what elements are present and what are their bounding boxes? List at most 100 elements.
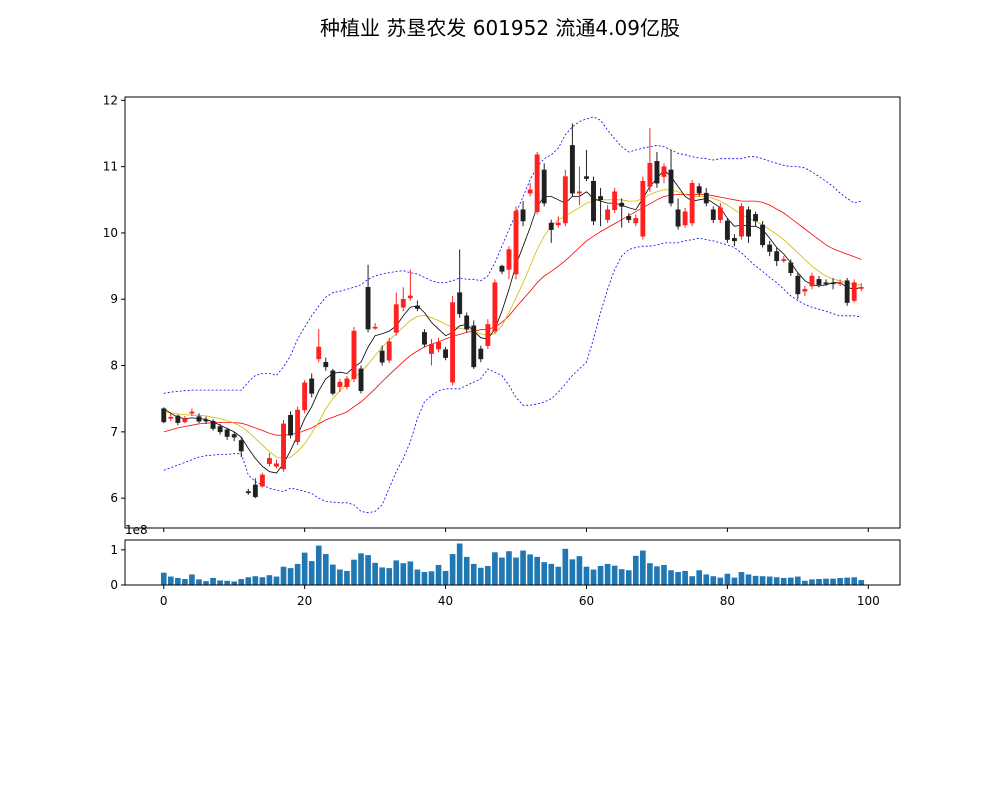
candle-body <box>577 192 581 193</box>
volume-bar <box>570 559 576 585</box>
candle-body <box>169 417 173 418</box>
candle <box>253 478 257 498</box>
candle-body <box>176 416 180 423</box>
candle-body <box>218 427 222 432</box>
volume-bar <box>640 551 646 585</box>
volume-bar <box>774 577 780 585</box>
candle-body <box>683 212 687 225</box>
candle-body <box>211 421 215 428</box>
candle-body <box>190 412 194 413</box>
candle <box>162 407 166 423</box>
candle <box>366 265 370 333</box>
candle <box>528 183 532 196</box>
candle-body <box>239 440 243 451</box>
candle <box>535 152 539 214</box>
price-panel-frame <box>125 97 900 528</box>
candle <box>260 473 264 488</box>
candle <box>683 208 687 228</box>
candle <box>612 188 616 213</box>
volume-bar <box>344 571 350 585</box>
candle-body <box>753 214 757 221</box>
volume-bar <box>161 573 167 585</box>
candle <box>732 234 736 246</box>
volume-bar <box>295 564 301 585</box>
volume-bar <box>351 560 357 585</box>
volume-bar <box>668 570 674 585</box>
candle-body <box>690 183 694 223</box>
candle-body <box>507 250 511 270</box>
volume-bar <box>168 577 174 585</box>
volume-bar <box>591 570 597 585</box>
candle-body <box>253 485 257 497</box>
volume-panel: 01 0 20 40 60 80 100 1e8 <box>110 523 900 608</box>
candle <box>514 206 518 279</box>
candle <box>690 180 694 226</box>
candle <box>718 203 722 223</box>
volume-bar <box>661 565 667 585</box>
candle-body <box>204 420 208 421</box>
volume-bar <box>260 577 266 585</box>
candle-body <box>422 332 426 344</box>
volume-bar <box>753 576 759 585</box>
candle-body <box>436 342 440 349</box>
candle <box>225 428 229 440</box>
candle-body <box>450 303 454 383</box>
candle <box>493 279 497 333</box>
candle <box>408 269 412 300</box>
volume-bar <box>689 576 695 585</box>
candle <box>486 319 490 349</box>
candle-body <box>281 424 285 469</box>
volume-bar <box>682 571 688 585</box>
candle-body <box>366 287 370 329</box>
candle-body <box>718 208 722 220</box>
candle <box>387 338 391 363</box>
volume-bar <box>584 567 590 585</box>
price-ytick-label: 8 <box>110 359 118 373</box>
candle <box>634 214 638 226</box>
volume-bar <box>555 567 561 585</box>
volume-bar <box>210 578 216 585</box>
candle-body <box>831 283 835 284</box>
candle <box>302 380 306 413</box>
candle-body <box>260 475 264 486</box>
candle <box>176 415 180 426</box>
volume-bar <box>527 554 533 585</box>
volume-bar <box>844 578 850 585</box>
candle <box>753 212 757 227</box>
volume-bar <box>443 571 449 585</box>
candle-body <box>514 211 518 274</box>
volume-xtick-label: 60 <box>579 594 594 608</box>
candle <box>810 273 814 290</box>
volume-bar <box>253 576 259 585</box>
candle-body <box>331 371 335 394</box>
volume-bar <box>520 551 526 585</box>
volume-bar <box>513 558 519 585</box>
volume-offset-label: 1e8 <box>125 523 148 537</box>
candle-body <box>824 283 828 284</box>
candle-body <box>669 170 673 203</box>
volume-bar <box>415 570 421 585</box>
volume-bar <box>386 568 392 585</box>
volume-bar <box>541 562 547 585</box>
candle-body <box>612 192 616 210</box>
candle <box>274 460 278 469</box>
volume-xtick-label: 100 <box>857 594 880 608</box>
candle-body <box>246 492 250 493</box>
candle <box>584 150 588 181</box>
candle-body <box>584 177 588 179</box>
volume-bar <box>436 565 442 585</box>
candle <box>556 216 560 227</box>
volume-bar <box>598 566 604 585</box>
candle <box>655 152 659 188</box>
candle-body <box>521 210 525 221</box>
candle-body <box>324 362 328 367</box>
volume-bar <box>323 554 329 585</box>
volume-bar <box>182 579 188 585</box>
candle-body <box>288 415 292 435</box>
ma-mid-line <box>164 190 862 459</box>
bollinger-bands <box>164 117 862 513</box>
price-x-axis-ticks <box>164 528 869 532</box>
candle <box>803 286 807 296</box>
candle <box>373 323 377 330</box>
